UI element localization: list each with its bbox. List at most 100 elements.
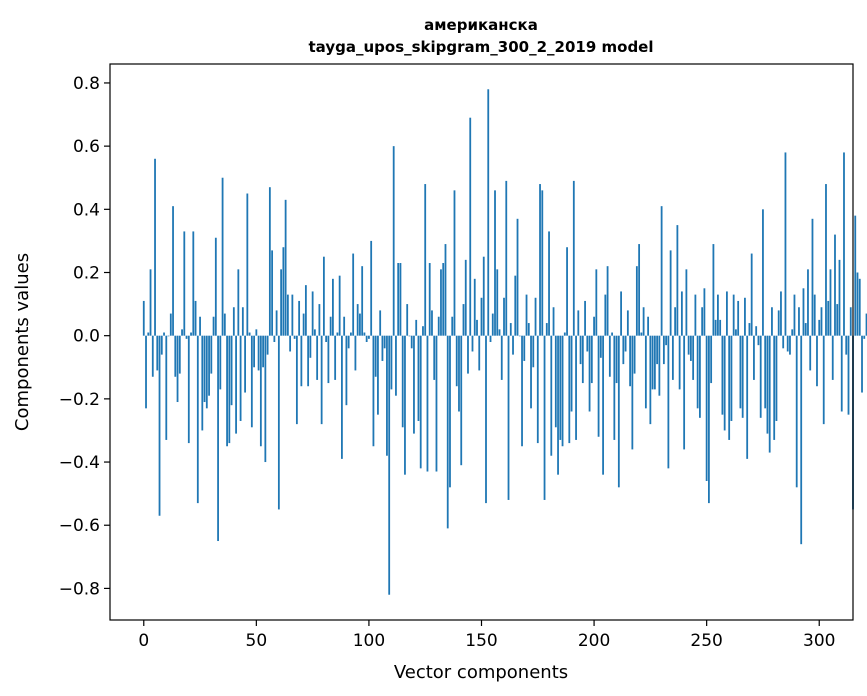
bar-component-133 <box>442 263 445 336</box>
bar-component-297 <box>811 218 814 336</box>
bar-component-64 <box>286 294 289 336</box>
bar-component-280 <box>773 335 776 440</box>
bar-component-40 <box>232 307 235 336</box>
bar-component-45 <box>244 335 246 393</box>
bar-component-224 <box>647 316 650 336</box>
bar-component-122 <box>417 335 420 421</box>
bar-component-255 <box>717 294 719 336</box>
bar-component-170 <box>525 294 528 336</box>
bar-component-254 <box>714 319 717 336</box>
bar-component-126 <box>426 335 429 472</box>
bar-component-0 <box>142 300 145 336</box>
bar-component-160 <box>503 297 505 336</box>
bar-component-314 <box>849 307 852 336</box>
bar-component-308 <box>836 304 839 336</box>
bar-component-239 <box>680 291 683 336</box>
bar-component-292 <box>800 335 803 545</box>
bar-component-263 <box>735 329 737 336</box>
bar-component-277 <box>766 335 769 434</box>
bar-component-93 <box>352 253 355 336</box>
bar-component-22 <box>192 231 195 336</box>
bar-component-75 <box>311 291 314 336</box>
bar-component-291 <box>798 307 800 336</box>
bar-component-143 <box>464 259 467 336</box>
bar-component-243 <box>689 335 692 361</box>
y-tick-label: 0.8 <box>73 74 100 94</box>
bar-component-112 <box>395 335 397 396</box>
bar-component-189 <box>568 335 571 444</box>
bar-component-269 <box>748 323 751 336</box>
bar-component-275 <box>762 209 764 336</box>
bar-component-70 <box>300 335 303 387</box>
bar-component-47 <box>248 332 251 336</box>
bar-component-16 <box>178 335 181 374</box>
bar-component-296 <box>809 335 812 371</box>
bar-component-320 <box>863 335 866 339</box>
x-tick-label: 250 <box>690 631 722 651</box>
bar-component-299 <box>816 335 818 387</box>
bar-component-33 <box>217 335 219 542</box>
bar-component-118 <box>408 335 411 337</box>
bar-component-166 <box>516 218 519 336</box>
bar-component-132 <box>440 269 442 336</box>
bar-component-261 <box>730 335 733 421</box>
bar-component-302 <box>822 335 825 425</box>
bar-component-3 <box>149 269 152 336</box>
bar-component-186 <box>561 335 564 447</box>
bar-component-193 <box>577 310 580 336</box>
bar-component-130 <box>435 335 438 472</box>
bar-component-304 <box>827 300 830 336</box>
bar-component-190 <box>570 335 573 412</box>
bar-component-157 <box>496 269 499 336</box>
bar-component-162 <box>507 335 510 500</box>
bar-component-147 <box>473 278 476 336</box>
bar-component-234 <box>669 250 672 336</box>
bar-component-121 <box>415 319 418 336</box>
bar-component-86 <box>336 332 339 336</box>
bar-component-26 <box>201 335 204 431</box>
bar-component-214 <box>624 335 627 352</box>
bar-component-83 <box>329 316 332 336</box>
bar-component-182 <box>552 307 555 336</box>
bar-component-218 <box>633 335 636 374</box>
bar-component-84 <box>332 278 334 336</box>
bar-component-62 <box>282 247 285 336</box>
bar-component-163 <box>509 323 512 336</box>
bar-component-252 <box>710 335 713 384</box>
bar-component-2 <box>147 332 150 336</box>
bar-component-246 <box>696 335 699 409</box>
bar-component-238 <box>678 335 681 390</box>
bar-component-171 <box>527 323 530 336</box>
bar-component-97 <box>361 266 364 336</box>
bar-component-293 <box>802 288 805 336</box>
bar-component-50 <box>255 329 258 336</box>
plot-area <box>109 63 867 621</box>
bar-component-100 <box>368 335 370 339</box>
bar-component-131 <box>437 316 440 336</box>
bar-component-60 <box>277 335 280 510</box>
bar-component-248 <box>701 307 704 336</box>
bar-component-168 <box>521 335 523 447</box>
bar-component-301 <box>820 307 823 336</box>
chart-title-line-1: американска <box>424 16 538 34</box>
bar-component-229 <box>658 335 661 396</box>
bar-component-266 <box>741 335 744 418</box>
bar-component-138 <box>453 190 456 336</box>
bar-component-250 <box>705 335 708 481</box>
bar-component-137 <box>451 316 454 336</box>
bar-component-110 <box>390 335 393 390</box>
x-tick-label: 200 <box>578 631 610 651</box>
bar-component-309 <box>838 259 841 336</box>
bar-component-289 <box>793 294 796 336</box>
bar-component-49 <box>253 335 255 368</box>
bar-component-9 <box>163 332 165 336</box>
bar-component-6 <box>156 335 159 371</box>
bar-component-81 <box>325 335 328 342</box>
bar-component-108 <box>386 335 388 456</box>
bar-component-230 <box>660 206 663 336</box>
bar-component-4 <box>151 335 154 377</box>
bar-component-141 <box>460 335 463 466</box>
bar-component-123 <box>419 335 422 469</box>
bar-component-144 <box>467 335 469 374</box>
